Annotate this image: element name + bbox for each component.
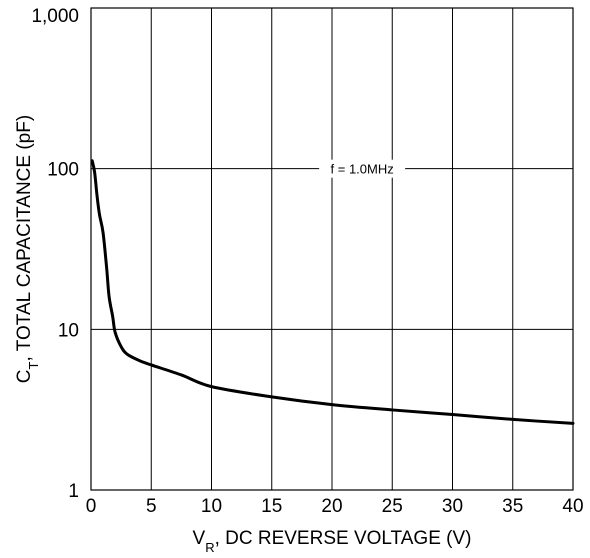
- x-tick-label: 25: [382, 496, 403, 517]
- x-tick-label: 20: [321, 496, 342, 517]
- x-axis-label-rest: , DC REVERSE VOLTAGE (V): [215, 528, 472, 549]
- x-tick-label: 5: [146, 496, 157, 517]
- x-tick-label: 15: [261, 496, 282, 517]
- x-tick-labels: 0 5 10 15 20 25 30 35 40: [86, 496, 584, 517]
- x-tick-label: 0: [86, 496, 97, 517]
- y-axis-label-main: C: [14, 369, 35, 383]
- x-axis-label-sub: R: [205, 540, 214, 555]
- y-axis-label-sub: T: [26, 361, 41, 369]
- y-axis-label-rest: , TOTAL CAPACITANCE (pF): [14, 115, 35, 362]
- y-tick-label: 10: [58, 320, 79, 341]
- y-axis-label: CT, TOTAL CAPACITANCE (pF): [14, 115, 41, 383]
- y-tick-labels: 1 10 100 1,000: [31, 6, 79, 502]
- annotation-background: [319, 159, 406, 178]
- x-axis-label-main: V: [193, 528, 206, 549]
- x-axis-label: VR, DC REVERSE VOLTAGE (V): [193, 528, 472, 555]
- frequency-annotation: f = 1.0MHz: [331, 162, 394, 177]
- y-tick-label: 1,000: [31, 6, 79, 27]
- x-tick-label: 40: [562, 496, 583, 517]
- series-group: [90, 159, 575, 425]
- x-tick-label: 30: [442, 496, 463, 517]
- capacitance-series-line: [90, 159, 575, 425]
- annotation-group: f = 1.0MHz: [319, 159, 406, 178]
- y-tick-label: 1: [68, 481, 79, 502]
- plot-frame: [90, 7, 574, 491]
- x-tick-label: 10: [201, 496, 222, 517]
- x-tick-label: 35: [502, 496, 523, 517]
- y-tick-label: 100: [47, 160, 79, 181]
